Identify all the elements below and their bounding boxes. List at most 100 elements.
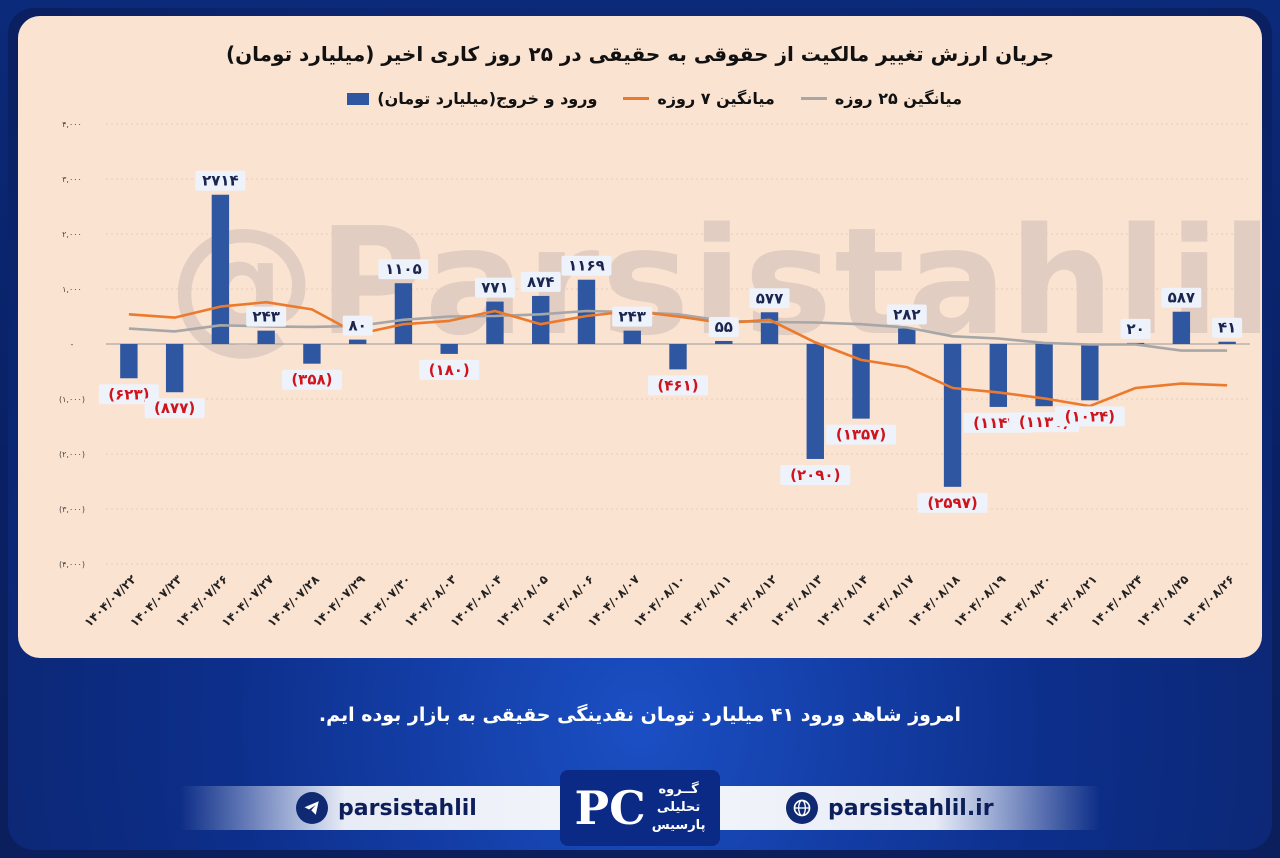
data-label-box	[780, 464, 851, 485]
data-label: ۲۸۲	[893, 305, 920, 323]
bar	[989, 344, 1008, 407]
bar	[852, 344, 870, 419]
bar	[1081, 344, 1099, 401]
legend-item-ma25: میانگین ۲۵ روزه	[800, 89, 962, 108]
y-tick-label: (۳,۰۰۰)	[59, 505, 85, 514]
legend-label-ma25: میانگین ۲۵ روزه	[834, 89, 962, 108]
data-label-box	[917, 492, 988, 513]
data-label-box	[886, 304, 927, 325]
data-label: ۲۴۳	[252, 308, 279, 326]
data-label: ۵۵	[715, 318, 733, 336]
bar	[257, 330, 275, 344]
data-label-box	[1161, 287, 1202, 308]
data-label: (۱۸۰)	[429, 361, 470, 379]
chart-legend: میانگین ۲۵ روزه میانگین ۷ روزه ورود و خر…	[347, 89, 962, 108]
y-tick-label: ۴,۰۰۰	[62, 120, 82, 129]
y-tick-label: ۳,۰۰۰	[62, 175, 82, 184]
bar	[669, 344, 687, 370]
logo-line-2: تحلیلی	[656, 800, 701, 815]
data-label: ۱۱۶۹	[568, 257, 605, 275]
data-label: ۷۷۱	[481, 279, 508, 297]
legend-item-flow: ورود و خروج(میلیارد تومان)	[347, 89, 597, 108]
data-label: ۲۴۳	[619, 308, 646, 326]
bar	[348, 339, 367, 344]
data-label: (۱۰۲۴)	[1065, 407, 1115, 425]
data-label: ۴۱	[1218, 319, 1236, 337]
y-tick-label: -	[71, 340, 74, 349]
data-label-box	[98, 384, 159, 405]
y-tick-label: ۲,۰۰۰	[62, 230, 82, 239]
data-label: (۳۵۸)	[291, 371, 332, 389]
globe-icon	[786, 792, 818, 824]
bar	[1172, 311, 1191, 344]
legend-item-ma7: میانگین ۷ روزه	[623, 89, 775, 108]
data-label-box	[342, 315, 373, 336]
data-label-box	[195, 170, 246, 191]
data-label: ۸۰	[349, 317, 367, 335]
logo-mark: PC	[574, 781, 646, 835]
data-label: (۱۳۵۷)	[836, 426, 886, 444]
bar	[486, 301, 504, 344]
data-label-box	[826, 424, 897, 445]
data-label-box	[708, 316, 739, 337]
bar	[623, 330, 641, 344]
data-label-box	[378, 259, 429, 280]
legend-swatch-ma7	[623, 97, 650, 100]
brand-logo: PC گــروه تحلیلی پارسیس	[560, 770, 720, 846]
legend-swatch-flow	[347, 92, 370, 105]
data-label: (۸۷۷)	[154, 399, 195, 417]
bar	[440, 344, 458, 354]
data-label-box	[561, 255, 612, 276]
website-link[interactable]: parsistahlil.ir	[786, 786, 994, 830]
data-label: (۲۰۹۰)	[790, 466, 840, 484]
legend-label-ma7: میانگین ۷ روزه	[657, 89, 775, 108]
bar	[1218, 341, 1236, 344]
data-label: ۵۷۷	[756, 289, 783, 307]
bar	[715, 340, 733, 344]
data-label-box	[474, 277, 515, 298]
bar	[1035, 344, 1053, 407]
data-label-box	[1120, 318, 1151, 339]
bar	[303, 344, 321, 364]
data-label-box	[281, 369, 342, 390]
bar	[120, 344, 138, 379]
data-label: ۱۱۰۵	[385, 260, 422, 278]
bar	[806, 344, 824, 459]
legend-swatch-ma25	[800, 97, 827, 100]
data-label-box	[246, 306, 287, 327]
summary-caption: امروز شاهد ورود ۴۱ میلیارد تومان نقدینگی…	[318, 704, 962, 726]
data-label-box	[419, 359, 480, 380]
data-label-box	[612, 306, 653, 327]
logo-line-3: پارسیس	[651, 818, 706, 833]
data-label: (۲۵۹۷)	[927, 494, 977, 512]
series-line-ma7	[128, 300, 1228, 408]
bar	[165, 344, 184, 393]
data-label-box	[749, 288, 790, 309]
data-label-box	[520, 271, 561, 292]
series-line-ma25	[128, 309, 1228, 352]
bar	[211, 194, 230, 344]
data-label: ۸۷۴	[527, 273, 554, 291]
data-label-box	[1054, 406, 1125, 427]
data-label: ۲۷۱۴	[202, 172, 239, 190]
telegram-icon	[296, 792, 328, 824]
data-label: ۵۸۷	[1168, 289, 1195, 307]
data-label-box	[1212, 317, 1243, 338]
bar	[532, 295, 550, 344]
data-label: (۴۶۱)	[657, 376, 698, 394]
telegram-handle: parsistahlil	[338, 795, 477, 821]
data-label: ۲۰	[1126, 320, 1144, 338]
telegram-link[interactable]: parsistahlil	[296, 786, 477, 830]
logo-text: گــروه تحلیلی پارسیس	[652, 781, 706, 835]
website-url: parsistahlil.ir	[828, 795, 994, 821]
data-label-box	[648, 375, 708, 396]
y-tick-label: (۴,۰۰۰)	[59, 560, 85, 569]
chart-panel: @Parsistahlil جریان ارزش تغییر مالکیت از…	[18, 16, 1262, 658]
bar	[760, 312, 779, 344]
legend-label-flow: ورود و خروج(میلیارد تومان)	[377, 89, 598, 108]
bar	[394, 283, 413, 344]
chart-plot: ۴,۰۰۰ ۳,۰۰۰ ۲,۰۰۰ ۱,۰۰۰ - (۱,۰۰۰) (۲,۰۰۰) (۳,۰۰…	[59, 120, 1250, 630]
logo-line-1: گــروه	[658, 782, 699, 797]
y-tick-label: (۲,۰۰۰)	[59, 450, 85, 459]
chart-title: جریان ارزش تغییر مالکیت از حقوقی به حقیق…	[225, 42, 1055, 66]
